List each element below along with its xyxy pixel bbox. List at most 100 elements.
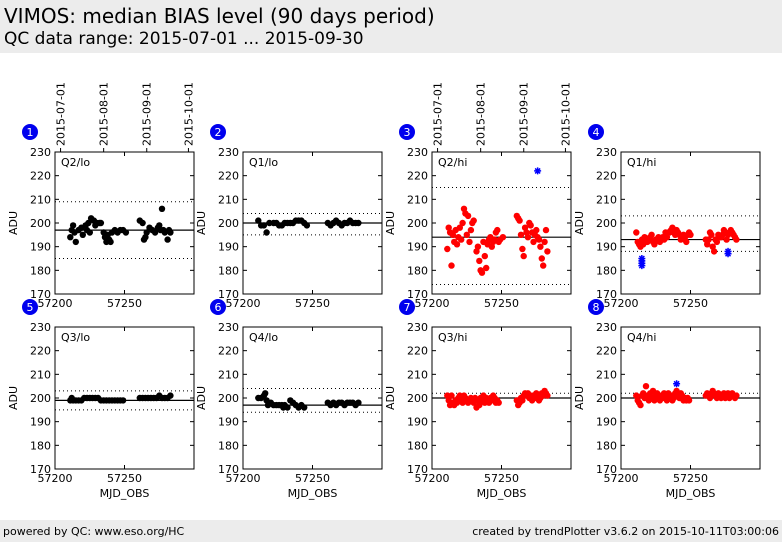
date-tick-label: 2015-10-01 <box>559 82 572 146</box>
data-point <box>85 219 92 227</box>
x-axis-label: MJD_OBS <box>666 487 716 500</box>
date-tick-label: 2015-09-01 <box>518 82 531 146</box>
panel-4: 4 170 180 190 200 210 220 230 57200 57250 ADU Q1/hi <box>573 124 761 310</box>
data-point <box>685 397 693 404</box>
data-point <box>519 245 526 253</box>
data-point <box>464 212 472 220</box>
data-point <box>467 226 475 234</box>
y-tick-label: 220 <box>30 170 51 183</box>
y-tick-label: 220 <box>596 345 617 358</box>
panel-number: 7 <box>404 301 411 314</box>
y-axis-label: ADU <box>384 386 397 410</box>
y-tick-label: 220 <box>218 170 239 183</box>
data-point <box>524 234 532 241</box>
x-tick-label: 57250 <box>295 472 330 485</box>
data-point <box>97 219 105 227</box>
plot-frame <box>54 151 195 295</box>
data-point <box>478 269 486 276</box>
outlier-point <box>673 380 681 388</box>
data-point <box>107 238 114 246</box>
data-point <box>542 226 550 234</box>
panel-badge <box>210 299 226 315</box>
y-tick-label: 200 <box>407 392 428 405</box>
data-point <box>301 404 308 411</box>
data-point <box>723 236 730 243</box>
y-tick-label: 170 <box>407 463 428 476</box>
panel-badge <box>399 299 415 315</box>
data-point <box>648 231 655 238</box>
outlier-point <box>534 167 542 175</box>
page-title: VIMOS: median BIAS level (90 days period… <box>4 4 435 28</box>
data-point <box>355 219 362 227</box>
y-tick-label: 210 <box>407 193 428 206</box>
data-point <box>470 217 477 224</box>
page-header: VIMOS: median BIAS level (90 days period… <box>0 0 782 53</box>
y-tick-label: 170 <box>30 463 51 476</box>
data-point <box>633 229 640 236</box>
data-point <box>167 392 174 399</box>
y-axis-label: ADU <box>573 386 586 410</box>
y-axis-label: ADU <box>7 386 20 410</box>
data-point <box>122 229 130 236</box>
date-tick-label: 2015-07-01 <box>55 82 68 146</box>
panel-badge <box>210 124 226 140</box>
x-tick-label: 57200 <box>415 297 450 310</box>
y-tick-label: 210 <box>596 193 617 206</box>
data-point <box>499 234 507 241</box>
panel-number: 5 <box>27 301 34 314</box>
data-point <box>520 252 527 260</box>
y-tick-label: 210 <box>218 368 239 381</box>
panel-badge <box>588 299 604 315</box>
data-point <box>458 236 465 243</box>
y-tick-label: 190 <box>596 416 617 429</box>
panel-number: 3 <box>404 126 411 139</box>
data-point <box>530 238 537 246</box>
data-point <box>456 224 463 231</box>
y-tick-label: 190 <box>30 241 51 254</box>
data-point <box>255 217 262 224</box>
data-point <box>445 224 452 231</box>
panel-label: Q1/lo <box>249 156 278 169</box>
data-point <box>705 236 712 243</box>
date-tick-label: 2015-10-01 <box>182 82 195 146</box>
y-tick-label: 180 <box>218 264 239 277</box>
data-point <box>517 231 525 238</box>
data-point <box>448 262 455 269</box>
panel-number: 1 <box>27 126 34 139</box>
x-tick-label: 57250 <box>484 472 519 485</box>
y-tick-label: 180 <box>407 264 428 277</box>
y-tick-label: 200 <box>596 217 617 230</box>
data-point <box>284 404 291 411</box>
data-point <box>540 262 547 269</box>
date-tick-label: 2015-07-01 <box>432 82 445 146</box>
y-tick-label: 190 <box>407 241 428 254</box>
y-tick-label: 230 <box>30 146 51 159</box>
y-axis-label: ADU <box>573 211 586 235</box>
data-point <box>260 222 268 229</box>
data-point <box>537 243 544 250</box>
panel-7: 7 170 180 190 200 210 220 230 57200 57250 ADU MJD_O… <box>384 299 572 500</box>
y-tick-label: 220 <box>218 345 239 358</box>
panel-number: 2 <box>215 126 222 139</box>
data-point <box>683 238 690 246</box>
x-axis-label: MJD_OBS <box>100 487 150 500</box>
data-point <box>453 241 461 248</box>
date-tick-label: 2015-08-01 <box>475 82 488 146</box>
y-tick-label: 200 <box>30 392 51 405</box>
panel-number: 8 <box>593 301 600 314</box>
data-point <box>637 401 644 409</box>
date-tick-label: 2015-09-01 <box>141 82 154 146</box>
y-tick-label: 230 <box>30 321 51 334</box>
x-tick-label: 57200 <box>604 297 639 310</box>
y-tick-label: 170 <box>596 463 617 476</box>
data-point <box>67 234 74 241</box>
y-axis-label: ADU <box>195 211 208 235</box>
y-tick-label: 170 <box>218 288 239 301</box>
y-tick-label: 190 <box>596 241 617 254</box>
x-axis-label: MJD_OBS <box>288 487 338 500</box>
y-tick-label: 230 <box>407 321 428 334</box>
page-footer: powered by QC: www.eso.org/HC created by… <box>0 520 782 542</box>
data-point <box>139 219 146 227</box>
panel-2: 2 170 180 190 200 210 220 230 57200 57250 ADU Q1/lo <box>195 124 383 310</box>
panel-label: Q3/lo <box>61 331 90 344</box>
